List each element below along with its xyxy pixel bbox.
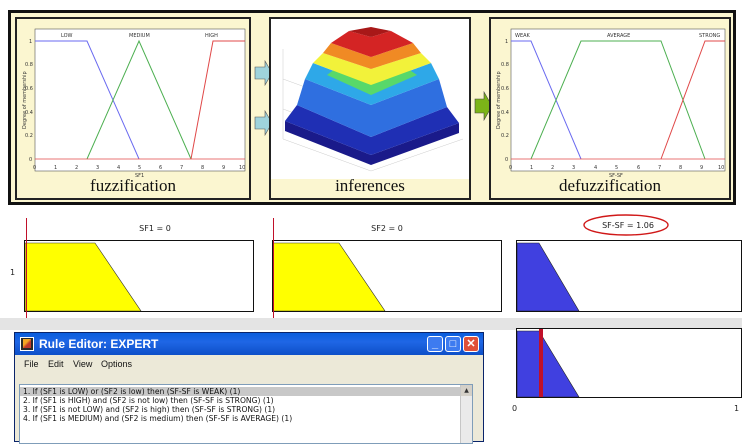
y-tick-labels: 0 0.2 0.4 0.6 0.8 1 [25, 39, 33, 163]
x-tick-label: 9 [222, 165, 225, 171]
rule-item[interactable]: 3. If (SF1 is not LOW) and (SF2 is high)… [23, 405, 276, 414]
x-tick-label: 0 [33, 165, 36, 171]
input1-value-line[interactable] [26, 218, 27, 318]
y-tick-label: 0.4 [501, 110, 509, 116]
x-tick-label: 0 [509, 165, 512, 171]
input2-value-line[interactable] [273, 218, 274, 318]
menu-file[interactable]: File [24, 359, 39, 369]
x-tick-label: 1 [54, 165, 57, 171]
cyan-arrows [254, 59, 273, 137]
fuzzy-process-figure: LOW MEDIUM HIGH SF1 Degree of membership… [8, 10, 736, 205]
defuzzified-value-marker [539, 329, 543, 397]
fuzzification-mf-plot: LOW MEDIUM HIGH SF1 Degree of membership… [22, 28, 245, 179]
x-tick-label: 3 [572, 165, 575, 171]
x-tick-labels: 0 1 2 3 4 5 6 7 8 9 10 [33, 165, 245, 171]
rule-item[interactable]: 2. If (SF1 is HIGH) and (SF2 is not low)… [23, 396, 274, 405]
mf-label-low: LOW [61, 33, 73, 39]
minimize-button[interactable]: _ [427, 336, 443, 352]
matlab-logo-icon [20, 337, 34, 351]
mf-label-strong: STRONG [699, 33, 720, 39]
mf-label-medium: MEDIUM [129, 33, 150, 39]
y-tick-label: 0.6 [25, 86, 33, 92]
menu-options[interactable]: Options [101, 359, 133, 369]
x-tick-label: 7 [658, 165, 661, 171]
output-title: SF-SF = 1.06 [602, 221, 654, 230]
y-tick-label: 0.6 [501, 86, 509, 92]
inferences-caption: inferences [335, 176, 405, 195]
plot-separator-band [0, 318, 742, 330]
inference-surface-plot [271, 19, 469, 179]
output-rule-mf-plot [516, 240, 742, 312]
rule-editor-window[interactable]: Rule Editor: EXPERT _ □ ✕ File Edit View… [14, 332, 484, 444]
y-tick-label: 0.2 [501, 133, 509, 139]
y-axis-label: Degree of membership [496, 71, 502, 129]
fuzzification-caption: fuzzification [90, 176, 176, 195]
inferences-panel: inferences [269, 17, 471, 200]
x-tick-label: 2 [551, 165, 554, 171]
menu-bar: File Edit View Options [15, 356, 483, 372]
mf-label-weak: WEAK [515, 33, 531, 39]
x-axis-label: SF-SF [609, 173, 623, 179]
rule-row-number: 1 [10, 268, 16, 277]
rule-item[interactable]: 4. If (SF1 is MEDIUM) and (SF2 is medium… [23, 414, 293, 423]
defuzzification-mf-plot: WEAK AVERAGE STRONG SF-SF Degree of memb… [496, 28, 726, 179]
rule-item-selected[interactable]: 1. If (SF1 is LOW) or (SF2 is low) then … [20, 387, 463, 396]
x-tick-label: 1 [530, 165, 533, 171]
y-tick-label: 0.8 [25, 62, 33, 68]
green-arrow [474, 90, 493, 122]
y-tick-label: 0 [29, 157, 32, 163]
mf-label-high: HIGH [205, 33, 218, 39]
x-axis-label: SF1 [135, 173, 144, 179]
y-tick-label: 0.8 [501, 62, 509, 68]
arrow-right-icon [254, 59, 273, 87]
defuzzification-caption: defuzzification [559, 176, 661, 195]
scroll-up-arrow-icon[interactable]: ▲ [461, 385, 472, 396]
window-title: Rule Editor: EXPERT [39, 337, 159, 351]
arrow-right-icon [254, 109, 273, 137]
y-tick-label: 0.2 [25, 133, 33, 139]
y-tick-label: 0.4 [25, 110, 33, 116]
y-tick-label: 0 [505, 157, 508, 163]
fuzzification-panel: LOW MEDIUM HIGH SF1 Degree of membership… [15, 17, 251, 200]
x-tick-label: 8 [679, 165, 682, 171]
output-title-highlight [583, 214, 669, 236]
input2-mf-plot[interactable] [272, 240, 502, 312]
output-axis-max: 1 [734, 404, 740, 413]
input2-title: SF2 = 0 [371, 224, 403, 233]
y-tick-labels: 0 0.2 0.4 0.6 0.8 1 [501, 39, 509, 163]
x-tick-label: 5 [138, 165, 141, 171]
y-tick-label: 1 [505, 39, 508, 45]
rules-scrollbar[interactable]: ▲ [460, 385, 472, 443]
mf-label-average: AVERAGE [607, 33, 630, 39]
x-tick-labels: 0 1 2 3 4 5 6 7 8 9 10 [509, 165, 724, 171]
close-button[interactable]: ✕ [463, 336, 479, 352]
arrow-right-icon [474, 90, 493, 122]
menu-view[interactable]: View [73, 359, 93, 369]
x-tick-label: 3 [96, 165, 99, 171]
x-tick-label: 5 [615, 165, 618, 171]
x-tick-label: 6 [637, 165, 640, 171]
input1-mf-plot[interactable] [24, 240, 254, 312]
defuzzification-panel: WEAK AVERAGE STRONG SF-SF Degree of memb… [489, 17, 731, 200]
x-tick-label: 9 [700, 165, 703, 171]
y-axis-label: Degree of membership [22, 71, 28, 129]
aggregated-output-plot [516, 328, 742, 398]
x-tick-label: 4 [594, 165, 597, 171]
rule-editor-titlebar[interactable]: Rule Editor: EXPERT _ □ ✕ [15, 333, 483, 355]
x-tick-label: 10 [239, 165, 245, 171]
output-axis-min: 0 [512, 404, 518, 413]
x-tick-label: 7 [180, 165, 183, 171]
x-tick-label: 8 [201, 165, 204, 171]
rules-listbox[interactable]: 1. If (SF1 is LOW) or (SF2 is low) then … [19, 384, 473, 444]
input1-title: SF1 = 0 [139, 224, 171, 233]
x-tick-label: 10 [718, 165, 724, 171]
x-tick-label: 6 [159, 165, 162, 171]
maximize-button[interactable]: □ [445, 336, 461, 352]
x-tick-label: 2 [75, 165, 78, 171]
x-tick-label: 4 [117, 165, 120, 171]
y-tick-label: 1 [29, 39, 32, 45]
menu-edit[interactable]: Edit [48, 359, 64, 369]
